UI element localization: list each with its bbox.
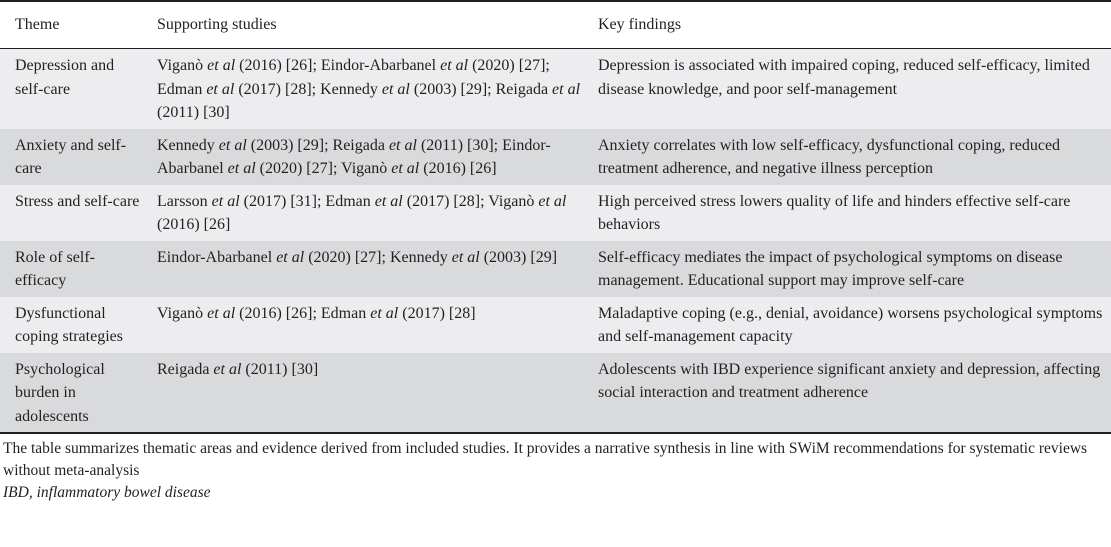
table-row: Depression and self-care Viganò et al (20… [0,48,1111,129]
header-supporting-studies: Supporting studies [142,1,583,49]
theme-cell: Depression and self-care [0,48,142,129]
study-author: Edman [157,80,203,98]
findings-cell: Anxiety correlates with low self-efficac… [583,128,1111,185]
study-etal: et al [538,192,567,210]
study-year-ref: (2017) [31] [243,192,317,210]
study-etal: et al [391,160,420,177]
studies-cell: Kennedy et al (2003) [29]; Reigada et al… [142,128,583,185]
study-year-ref: (2003) [29] [413,80,488,98]
study-year-ref: (2016) [26] [157,216,231,233]
study-author: Eindor-Abarbanel [320,57,437,74]
table-row: Stress and self-care Larsson et al (2017)… [0,184,1111,241]
study-author: Kennedy [320,80,378,98]
header-key-findings: Key findings [583,1,1111,49]
studies-cell: Viganò et al (2016) [26]; Edman et al (2… [142,296,583,353]
study-author: Reigada [495,80,549,98]
study-etal: et al [374,192,403,210]
study-year-ref: (2017) [28] [406,192,481,210]
study-author: Kennedy [157,136,215,154]
study-year-ref: (2011) [30] [157,104,230,121]
study-etal: et al [276,248,305,266]
study-etal: et al [440,57,469,74]
table-row: Dysfunctional coping strategies Viganò et… [0,296,1111,353]
studies-cell: Reigada et al (2011) [30] [142,352,583,433]
abbreviation-term: IBD [3,484,29,501]
study-etal: et al [381,80,410,98]
study-year-ref: (2020) [27] [259,160,333,177]
themes-table: Theme Supporting studies Key findings De… [0,0,1111,434]
study-year-ref: (2011) [30] [245,360,319,378]
study-etal: et al [207,304,236,322]
findings-cell: High perceived stress lowers quality of … [583,184,1111,241]
study-author: Eindor-Abarbanel [157,248,273,266]
study-author: Edman [320,304,367,322]
study-year-ref: (2003) [29] [483,248,558,266]
table-header-row: Theme Supporting studies Key findings [0,1,1111,49]
study-author: Viganò [341,160,388,177]
table-body: Depression and self-care Viganò et al (20… [0,48,1111,433]
findings-cell: Adolescents with IBD experience signific… [583,352,1111,433]
study-year-ref: (2016) [26] [423,160,497,177]
findings-cell: Maladaptive coping (e.g., denial, avoida… [583,296,1111,353]
findings-cell: Self-efficacy mediates the impact of psy… [583,240,1111,297]
study-year-ref: (2020) [27] [472,57,546,74]
study-etal: et al [206,80,235,98]
findings-cell: Depression is associated with impaired c… [583,48,1111,129]
study-etal: et al [451,248,480,266]
theme-cell: Anxiety and self-care [0,128,142,185]
study-author: Viganò [157,57,204,74]
theme-cell: Psychological burden in adolescents [0,352,142,433]
study-author: Viganò [157,304,204,322]
table-row: Anxiety and self-care Kennedy et al (2003… [0,128,1111,185]
theme-cell: Role of self-efficacy [0,240,142,297]
study-author: Reigada [157,360,210,378]
studies-cell: Larsson et al (2017) [31]; Edman et al (… [142,184,583,241]
theme-cell: Dysfunctional coping strategies [0,296,142,353]
table-footnote: The table summarizes thematic areas and … [0,434,1111,504]
study-etal: et al [388,136,417,154]
study-etal: et al [207,57,236,74]
study-year-ref: (2016) [26] [239,304,313,322]
study-year-ref: (2016) [26] [239,57,313,74]
table-row: Role of self-efficacy Eindor-Abarbanel et… [0,240,1111,297]
study-etal: et al [213,360,242,378]
study-author: Reigada [332,136,385,154]
studies-cell: Eindor-Abarbanel et al (2020) [27]; Kenn… [142,240,583,297]
theme-cell: Stress and self-care [0,184,142,241]
studies-cell: Viganò et al (2016) [26]; Eindor-Abarban… [142,48,583,129]
header-theme: Theme [0,1,142,49]
table-row: Psychological burden in adolescents Reiga… [0,352,1111,433]
study-author: Edman [325,192,371,210]
study-year-ref: (2011) [30] [420,136,494,154]
study-etal: et al [370,304,399,322]
study-year-ref: (2017) [28] [238,80,312,98]
study-author: Viganò [488,192,535,210]
abbreviation-definition: , inflammatory bowel disease [28,484,211,501]
study-year-ref: (2020) [27] [308,248,382,266]
study-author: Eindor-Abarbanel [157,136,551,178]
study-etal: et al [552,80,581,98]
study-author: Kennedy [389,248,448,266]
study-etal: et al [211,192,240,210]
abbreviation-note: IBD, inflammatory bowel disease [3,482,1111,504]
footnote-text: The table summarizes thematic areas and … [3,440,1088,479]
study-year-ref: (2003) [29] [250,136,325,154]
study-year-ref: (2017) [28] [402,304,476,322]
study-etal: et al [227,160,256,177]
study-author: Larsson [157,192,208,210]
study-etal: et al [218,136,247,154]
